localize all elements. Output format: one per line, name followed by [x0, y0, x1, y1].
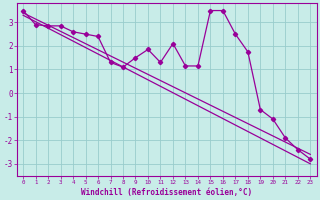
X-axis label: Windchill (Refroidissement éolien,°C): Windchill (Refroidissement éolien,°C)	[81, 188, 252, 197]
